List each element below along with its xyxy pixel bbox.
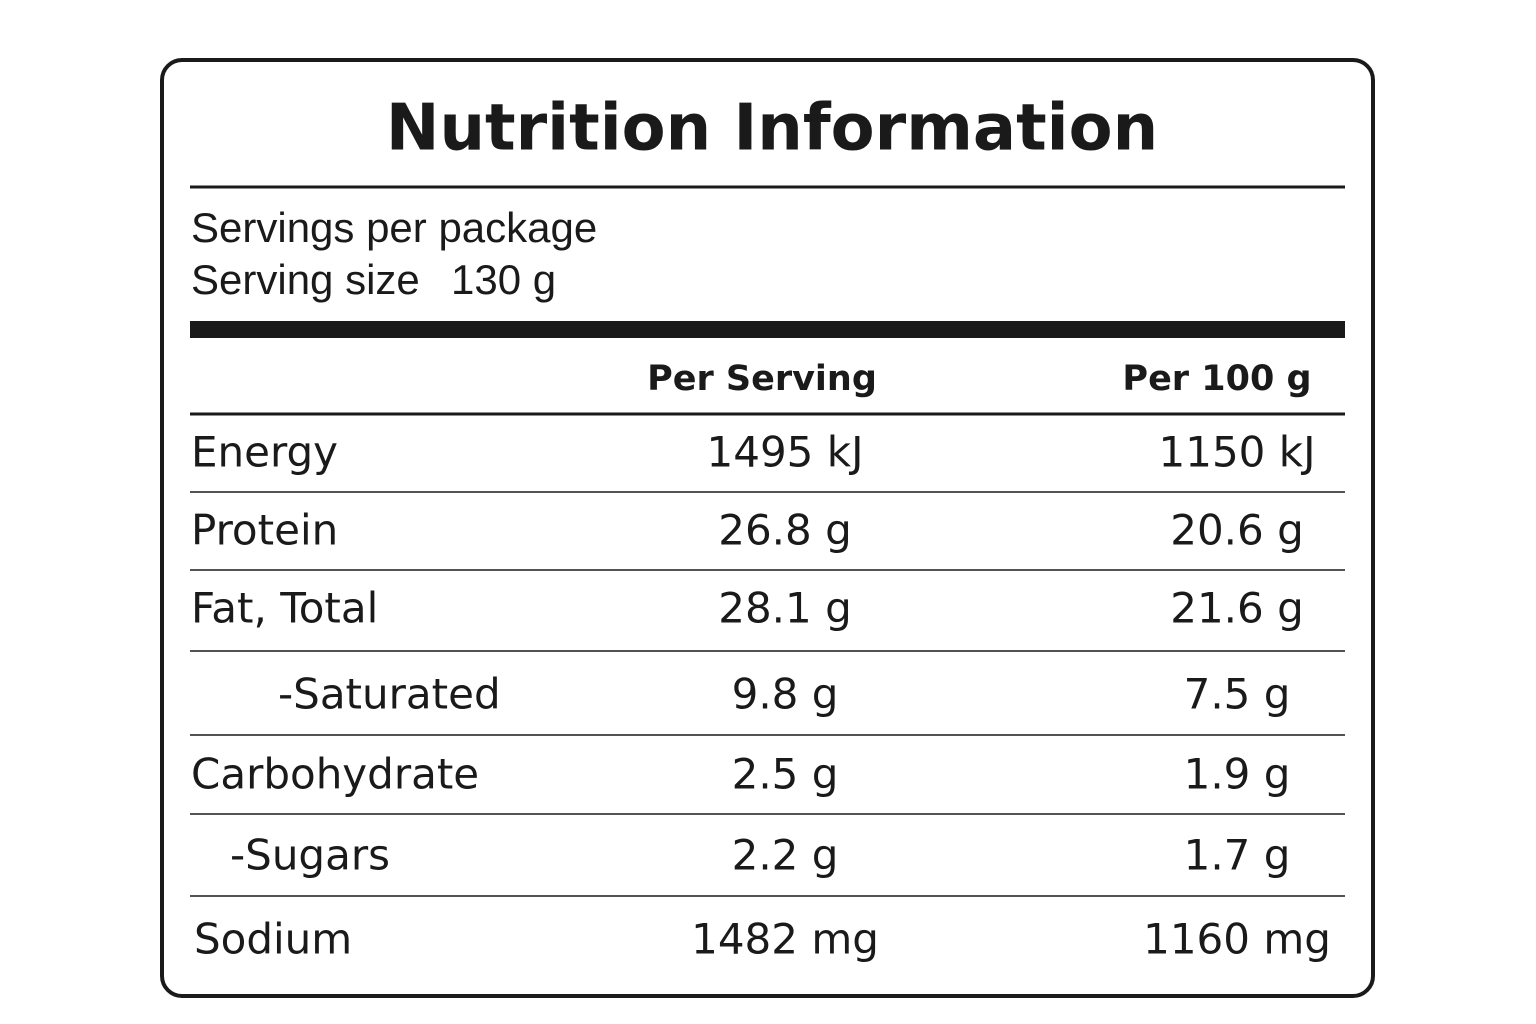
per-serving-value: 26.8 g	[718, 506, 852, 555]
per-serving-value: 9.8 g	[732, 670, 839, 719]
thick-bar	[190, 321, 1345, 338]
per-serving-value: 2.2 g	[732, 831, 839, 880]
table-body: Energy 1495 kJ 1150 kJ Protein 26.8 g 20.6 g F…	[190, 428, 1345, 964]
per-100g-value: 1.9 g	[1184, 750, 1291, 799]
per-100g-value: 1160 mg	[1143, 915, 1331, 964]
per-serving-value: 1482 mg	[691, 915, 879, 964]
row-label: Energy	[191, 428, 338, 477]
per-serving-value: 2.5 g	[732, 750, 839, 799]
row-label: -Sugars	[230, 831, 390, 880]
row-label: Sodium	[194, 915, 352, 964]
row-label: Protein	[191, 506, 338, 555]
row-label: Carbohydrate	[191, 750, 479, 799]
label-border	[160, 58, 1375, 998]
title: Nutrition Information	[386, 92, 1158, 166]
column-header: Per 100 g	[1122, 359, 1311, 399]
row-label: Fat, Total	[191, 584, 378, 633]
per-100g-value: 20.6 g	[1170, 506, 1304, 555]
per-100g-value: 7.5 g	[1184, 670, 1291, 719]
per-serving-value: 28.1 g	[718, 584, 852, 633]
row-label: -Saturated	[278, 670, 501, 719]
per-100g-value: 1.7 g	[1184, 831, 1291, 880]
serving-size-value: 130 g	[451, 256, 556, 303]
per-serving-value: 1495 kJ	[707, 428, 864, 477]
per-100g-value: 1150 kJ	[1159, 428, 1316, 477]
per-100g-value: 21.6 g	[1170, 584, 1304, 633]
serving-size-label: Serving size	[191, 256, 420, 303]
servings-per-package: Servings per package	[191, 204, 597, 251]
column-header: Per Serving	[647, 359, 877, 399]
